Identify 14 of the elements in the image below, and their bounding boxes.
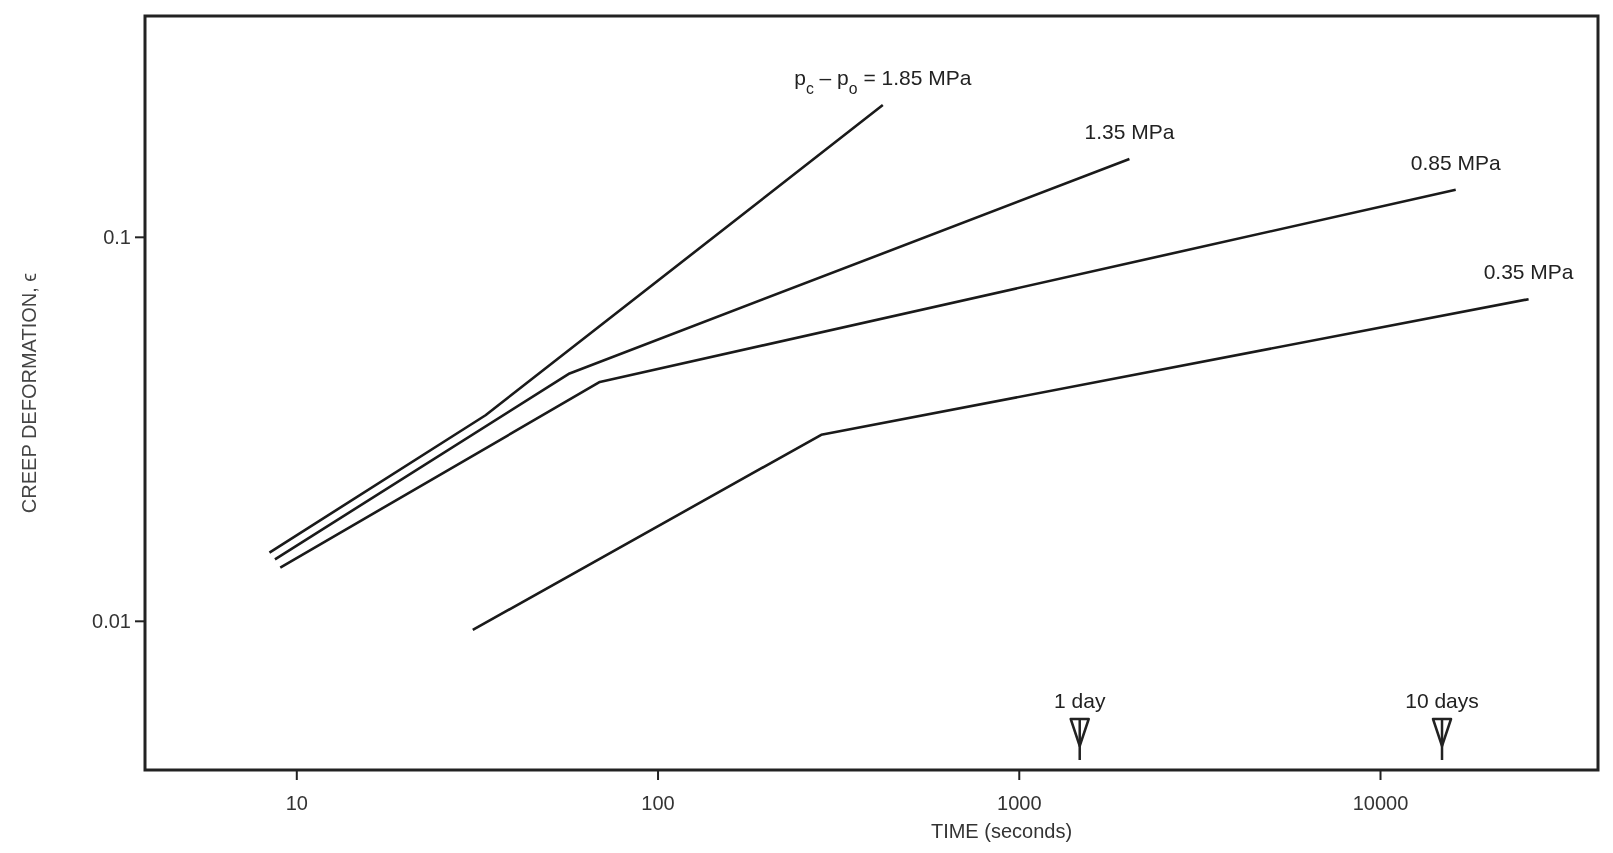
x-tick-label: 10 [285,792,308,814]
series-label: 0.85 MPa [1410,150,1501,174]
series-label: 1.35 MPa [1084,119,1175,143]
y-tick-label: 0.01 [92,610,131,633]
x-tick-label: 1000 [997,792,1042,814]
ref-line-label: 10 days [1405,689,1479,712]
ref-line-label: 1 day [1054,689,1106,712]
series-label: 0.35 MPa [1483,260,1574,284]
y-axis-title: CREEP DEFORMATION, ϵ [18,272,40,514]
series-label: p$_{c}$ – p$_{o}$ = 1.85 MPa [794,66,972,97]
y-tick-label: 0.1 [103,226,131,249]
x-tick-label: 10000 [1352,792,1409,814]
x-tick-label: 100 [641,792,675,814]
x-axis-title: TIME (seconds) [930,820,1073,842]
